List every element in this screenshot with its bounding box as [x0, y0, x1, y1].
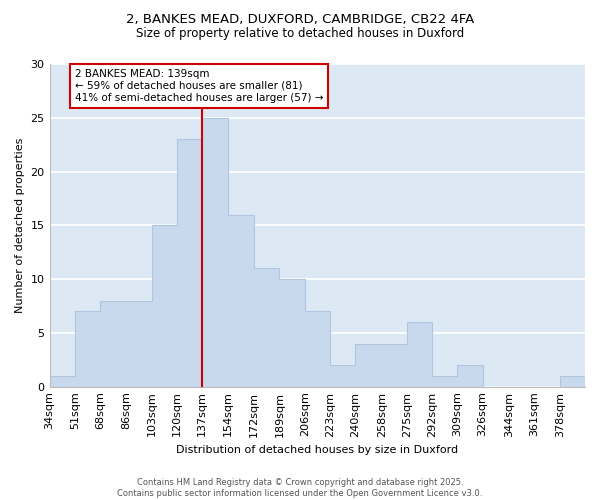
X-axis label: Distribution of detached houses by size in Duxford: Distribution of detached houses by size …	[176, 445, 458, 455]
Text: Contains HM Land Registry data © Crown copyright and database right 2025.
Contai: Contains HM Land Registry data © Crown c…	[118, 478, 482, 498]
Text: Size of property relative to detached houses in Duxford: Size of property relative to detached ho…	[136, 28, 464, 40]
Text: 2, BANKES MEAD, DUXFORD, CAMBRIDGE, CB22 4FA: 2, BANKES MEAD, DUXFORD, CAMBRIDGE, CB22…	[126, 12, 474, 26]
Y-axis label: Number of detached properties: Number of detached properties	[15, 138, 25, 313]
Text: 2 BANKES MEAD: 139sqm
← 59% of detached houses are smaller (81)
41% of semi-deta: 2 BANKES MEAD: 139sqm ← 59% of detached …	[75, 70, 323, 102]
